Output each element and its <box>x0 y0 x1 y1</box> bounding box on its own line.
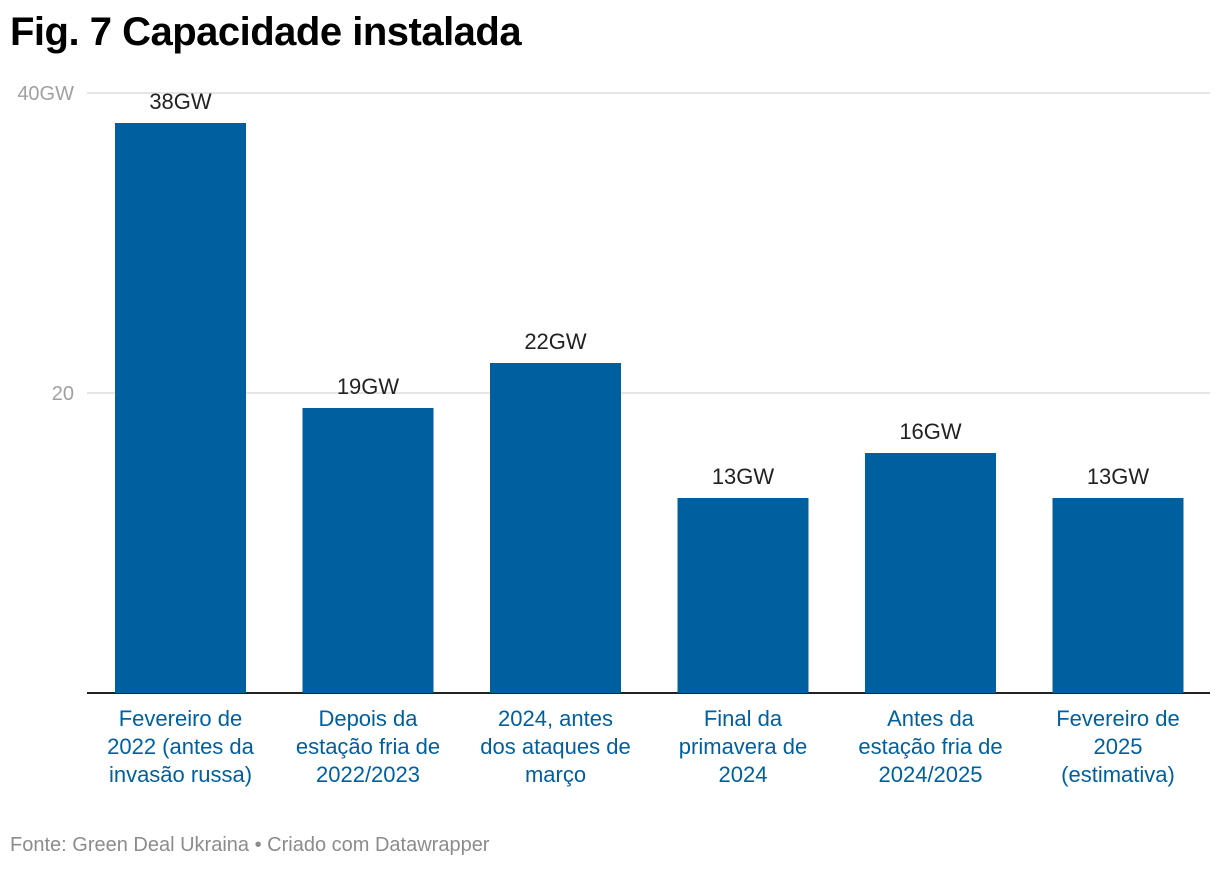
source-note: Fonte: Green Deal Ukraina <box>10 834 250 856</box>
x-category-label-line: Fevereiro de <box>119 706 243 731</box>
x-category-label: Fevereiro de 2025 (estimativa) <box>1056 706 1180 787</box>
gridlines <box>87 92 1210 694</box>
bars <box>115 123 1184 693</box>
bar <box>302 408 434 693</box>
bar-value-label: 38GW <box>149 89 212 114</box>
bar-value-label: 13GW <box>1087 464 1150 489</box>
x-category-label: Antes da estação fria de 2024/2025 <box>858 706 1002 787</box>
bar <box>1052 498 1184 693</box>
bar <box>677 498 809 693</box>
x-category-label-line: primavera de <box>679 734 807 759</box>
x-category-label-line: Antes da <box>887 706 975 731</box>
x-category-label-line: 2022/2023 <box>316 762 420 787</box>
x-category-label-line: Fevereiro de <box>1056 706 1180 731</box>
y-tick-label: 40GW <box>17 83 74 105</box>
x-category-label: Fevereiro de 2022 (antes da invasão russa) <box>107 706 255 787</box>
bar-value-label: 13GW <box>712 464 775 489</box>
labels: 20 40GW 38GW Fevereiro de 2022 (antes da inva… <box>17 83 1179 787</box>
x-category-label-line: 2025 <box>1094 734 1143 759</box>
x-category-label-line: estação fria de <box>858 734 1002 759</box>
x-category-label-line: março <box>525 762 586 787</box>
bar-value-label: 16GW <box>899 419 962 444</box>
bar-value-label: 22GW <box>524 329 587 354</box>
x-category-label-line: (estimativa) <box>1061 762 1175 787</box>
bar-value-label: 19GW <box>337 374 400 399</box>
bar <box>865 453 996 693</box>
x-category-label-line: 2024, antes <box>498 706 613 731</box>
x-category-label-line: invasão russa) <box>109 762 252 787</box>
y-tick-label: 20 <box>52 383 74 405</box>
x-category-label-line: dos ataques de <box>480 734 630 759</box>
x-category-label: Depois da estação fria de 2022/2023 <box>296 706 440 787</box>
x-category-label-line: 2024 <box>719 762 768 787</box>
x-category-label-line: 2022 (antes da <box>107 734 255 759</box>
chart-footer: Fonte: Green Deal Ukraina • Criado com D… <box>10 834 489 857</box>
x-category-label-line: estação fria de <box>296 734 440 759</box>
chart-title: Fig. 7 Capacidade instalada <box>10 10 522 54</box>
credit-note: Criado com Datawrapper <box>267 834 490 856</box>
x-category-label: 2024, antes dos ataques de março <box>480 706 630 787</box>
x-category-label-line: 2024/2025 <box>879 762 983 787</box>
x-category-label-line: Depois da <box>318 706 418 731</box>
bar-chart: 20 40GW 38GW Fevereiro de 2022 (antes da inva… <box>17 83 1210 787</box>
footer-separator: • <box>254 834 262 856</box>
bar <box>490 363 621 693</box>
bar <box>115 123 246 693</box>
x-category-label-line: Final da <box>704 706 783 731</box>
x-category-label: Final da primavera de 2024 <box>679 706 807 787</box>
